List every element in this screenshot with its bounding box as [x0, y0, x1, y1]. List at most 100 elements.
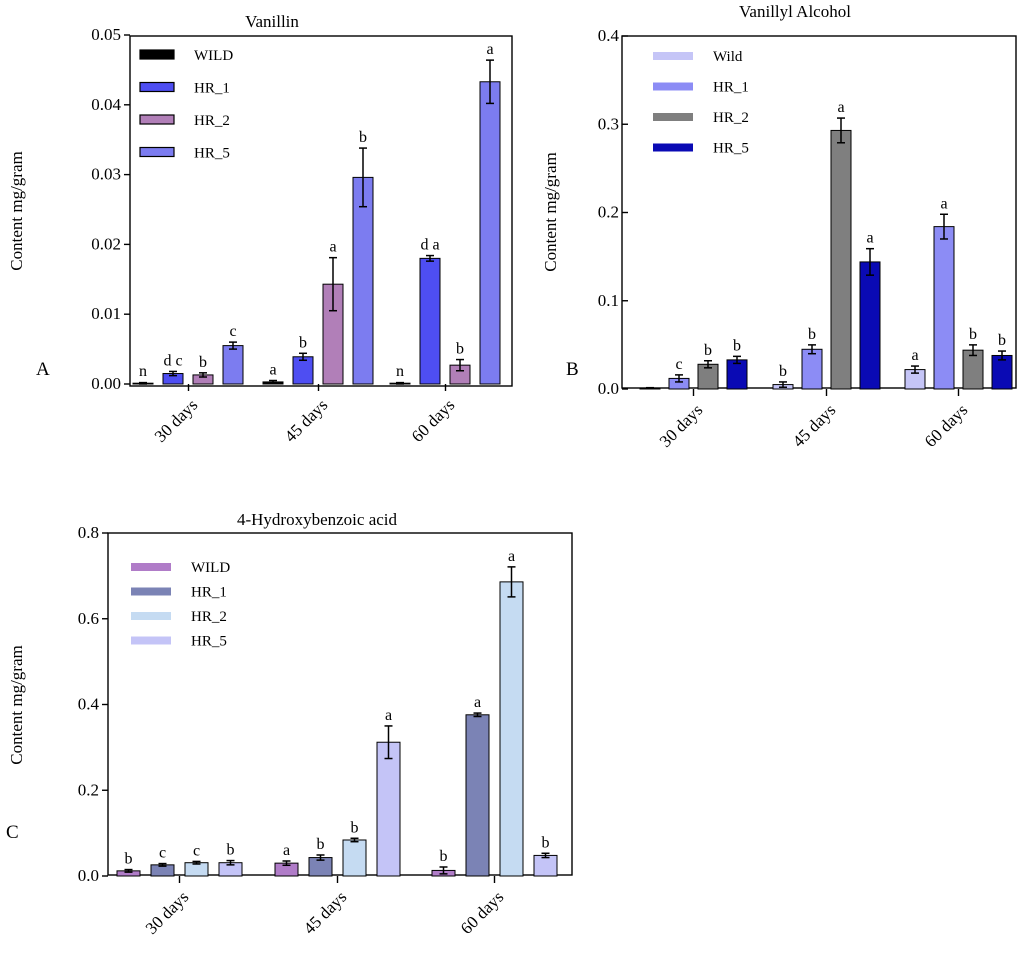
chart-c-bar-hr-2 — [342, 839, 367, 877]
legend-label: HR_2 — [191, 609, 227, 625]
chart-a-y-tick-label: 0.01 — [91, 304, 121, 323]
chart-a-significance-label: d a — [420, 237, 439, 254]
chart-b-significance-label: b — [969, 326, 977, 343]
chart-a-significance-label: b — [456, 341, 464, 358]
chart-a-y-tick-label: 0.05 — [91, 25, 121, 44]
chart-b-bar-hr-1 — [801, 348, 823, 390]
chart-a-panel-letter: A — [36, 359, 50, 380]
chart-a-y-tick-label: 0.03 — [91, 165, 121, 184]
chart-b-y-tick-label: 0.2 — [598, 203, 619, 222]
chart-b-significance-label: a — [866, 230, 873, 247]
chart-b-y-tick-label: 0.1 — [598, 291, 619, 310]
legend-swatch — [131, 636, 171, 645]
legend-swatch — [139, 81, 175, 93]
chart-c-significance-label: b — [125, 851, 133, 868]
chart-c-y-tick-label: 0.4 — [78, 695, 100, 714]
chart-b-title: Vanillyl Alcohol — [739, 2, 851, 21]
legend-label: WILD — [191, 560, 230, 576]
chart-c-significance-label: c — [193, 842, 200, 859]
chart-b-significance-label: c — [675, 356, 682, 373]
chart-c-significance-label: b — [227, 842, 235, 859]
legend-swatch — [139, 49, 175, 60]
legend-label: HR_5 — [191, 634, 227, 650]
legend-swatch — [131, 563, 171, 571]
chart-c-title: 4-Hydroxybenzoic acid — [237, 510, 398, 529]
chart-c-bar-hr-5 — [533, 854, 558, 877]
legend-swatch — [131, 587, 171, 596]
legend-label: HR_1 — [194, 81, 230, 97]
chart-a-x-tick-label: 45 days — [281, 395, 332, 446]
chart-panel-c: 4-Hydroxybenzoic acid Content mg/gram C … — [6, 510, 573, 938]
chart-b-significance-label: a — [911, 347, 918, 364]
chart-a-y-axis-title: Content mg/gram — [7, 151, 26, 270]
legend-label: HR_1 — [191, 585, 227, 601]
chart-c-significance-label: c — [159, 845, 166, 862]
chart-b-y-tick-label: 0.3 — [598, 114, 619, 133]
chart-c-significance-label: a — [474, 694, 481, 711]
chart-b-x-tick-label: 45 days — [789, 400, 840, 451]
chart-c-y-tick-label: 0.6 — [78, 609, 99, 628]
chart-c-significance-label: b — [317, 836, 325, 853]
chart-a-bar-hr-5 — [479, 81, 501, 385]
chart-a-frame — [129, 35, 513, 387]
chart-c-significance-label: b — [542, 834, 550, 851]
chart-b-legend: Wild HR_1 HR_2 HR_5 — [653, 49, 749, 157]
chart-b-x-tick-label: 60 days — [921, 400, 972, 451]
chart-b-significance-label: b — [704, 342, 712, 359]
chart-b-bar-hr-2 — [830, 129, 852, 390]
chart-a-significance-label: c — [229, 323, 236, 340]
chart-b-x-tick-label: 30 days — [656, 400, 707, 451]
chart-c-y-tick-label: 0.2 — [78, 780, 99, 799]
chart-b-y-axis-title: Content mg/gram — [541, 152, 560, 271]
chart-c-plot-area: 0.0 0.2 0.4 0.6 0.8 30 days 45 days 60 days b a b c… — [78, 523, 573, 938]
chart-a-y-tick-label: 0.00 — [91, 374, 121, 393]
chart-a-significance-label: n — [396, 363, 404, 380]
chart-c-bar-hr-1 — [465, 714, 490, 877]
chart-c-panel-letter: C — [6, 822, 19, 843]
legend-swatch — [139, 114, 175, 125]
chart-c-significance-label: a — [385, 707, 392, 724]
chart-b-significance-label: a — [837, 99, 844, 116]
legend-label: HR_1 — [713, 80, 749, 96]
legend-label: Wild — [713, 49, 743, 65]
legend-swatch — [139, 146, 175, 158]
chart-a-y-tick-label: 0.04 — [91, 95, 121, 114]
legend-label: HR_2 — [713, 110, 749, 126]
legend-label: HR_5 — [713, 141, 749, 157]
chart-panel-b: Vanillyl Alcohol Content mg/gram B 0.00.… — [541, 2, 1017, 451]
chart-b-significance-label: b — [733, 337, 741, 354]
chart-b-bar-hr-5 — [859, 261, 881, 390]
chart-b-y-tick-label: 0.4 — [598, 26, 620, 45]
chart-c-bar-hr-2 — [499, 581, 524, 877]
chart-c-y-tick-label: 0.8 — [78, 523, 99, 542]
chart-a-plot-area: 0.00 0.01 0.02 0.03 0.04 0.05 30 days 45 days 60… — [91, 25, 513, 446]
chart-c-significance-label: a — [283, 842, 290, 859]
chart-c-legend: WILD HR_1 HR_2 HR_5 — [131, 560, 230, 650]
chart-a-significance-label: a — [329, 239, 336, 256]
chart-a-x-tick-label: 60 days — [408, 395, 459, 446]
chart-c-y-tick-label: 0.0 — [78, 866, 99, 885]
chart-panel-a: Vanillin Content mg/gram A 0.000.010.020… — [7, 12, 513, 446]
legend-swatch — [653, 143, 693, 152]
chart-a-bar-hr-5 — [222, 345, 244, 385]
chart-b-significance-label: b — [808, 326, 816, 343]
legend-swatch — [653, 82, 693, 91]
chart-c-x-tick-label: 30 days — [142, 887, 193, 938]
chart-b-y-tick-label: 0.0 — [598, 379, 619, 398]
chart-a-bar-hr-1 — [419, 257, 441, 385]
chart-a-x-tick-label: 30 days — [151, 395, 202, 446]
chart-a-bar-hr-5 — [352, 176, 374, 385]
legend-label: HR_5 — [194, 146, 230, 162]
chart-a-significance-label: a — [269, 362, 276, 379]
chart-b-bar-hr-5 — [726, 359, 748, 390]
chart-c-significance-label: b — [351, 819, 359, 836]
chart-a-significance-label: b — [199, 354, 207, 371]
chart-b-significance-label: a — [940, 195, 947, 212]
legend-label: HR_2 — [194, 113, 230, 129]
chart-c-y-axis-title: Content mg/gram — [7, 645, 26, 764]
chart-a-legend: WILD HR_1 HR_2 HR_5 — [139, 48, 233, 162]
legend-swatch — [653, 52, 693, 60]
legend-swatch — [131, 612, 171, 620]
chart-a-y-tick-label: 0.02 — [91, 234, 121, 253]
